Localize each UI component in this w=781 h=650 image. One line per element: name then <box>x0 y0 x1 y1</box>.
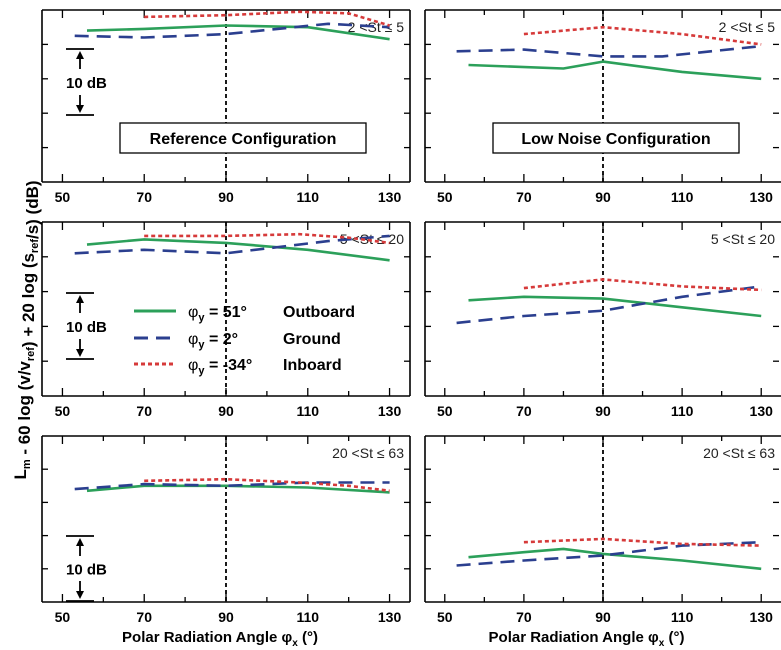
x-tick-label: 90 <box>595 403 611 419</box>
arrow-down-icon <box>76 349 84 357</box>
x-tick-label: 110 <box>296 609 319 625</box>
arrow-up-icon <box>76 51 84 59</box>
series-line-outboard <box>86 24 390 41</box>
x-tick-label: 130 <box>378 189 402 205</box>
legend: φy = 51° Outboard φy = 2° Ground φy = -34° In… <box>134 304 355 377</box>
x-tick-label: 110 <box>671 403 694 419</box>
arrow-up-icon <box>76 295 84 303</box>
panel-2-2: 50 70 90 110 130 5 <St ≤ 20 <box>424 221 781 419</box>
x-tick-label: 50 <box>55 609 71 625</box>
series-line-outboard <box>468 295 762 318</box>
x-tick-label: 70 <box>516 403 532 419</box>
x-tick-label: 90 <box>595 609 611 625</box>
legend-name: Outboard <box>283 304 355 321</box>
y-axis-label: Lm - 60 log (v/vref) + 20 log (sref/s) (… <box>11 180 42 479</box>
legend-label: φy = 2° <box>188 331 238 351</box>
x-tick-label: 110 <box>296 403 319 419</box>
series-line-outboard <box>468 60 762 81</box>
low-noise-configuration-label: Low Noise Configuration <box>492 122 740 154</box>
x-tick-label: 90 <box>218 609 234 625</box>
legend-name: Ground <box>283 331 341 348</box>
scale-bar: 10 dB <box>66 292 107 360</box>
x-tick-label: 90 <box>218 403 234 419</box>
series-line-ground <box>456 285 762 325</box>
st-range-label: 5 <St ≤ 20 <box>711 231 775 247</box>
st-range-label: 2 <St ≤ 5 <box>348 19 405 35</box>
series-line-ground <box>74 481 390 491</box>
scale-bar-label: 10 dB <box>66 319 107 336</box>
scale-bar: 10 dB <box>66 535 107 602</box>
label-box <box>119 122 367 154</box>
series-line-outboard <box>86 484 390 494</box>
x-tick-label: 110 <box>296 189 319 205</box>
series-line-inboard <box>144 232 390 245</box>
x-tick-label: 50 <box>55 403 71 419</box>
scale-bar: 10 dB <box>66 48 107 116</box>
x-tick-label: 90 <box>218 189 234 205</box>
series-line-ground <box>74 22 390 39</box>
panel-1-2: 50 70 90 110 130 2 <St ≤ 5 <box>424 9 781 205</box>
series-line-ground <box>74 234 390 255</box>
series-line-ground <box>456 44 762 58</box>
series-line-inboard <box>523 537 762 547</box>
reference-configuration-label: Reference Configuration <box>119 122 367 154</box>
x-tick-label: 110 <box>671 189 694 205</box>
series-line-outboard <box>468 547 762 571</box>
x-tick-label: 70 <box>136 189 152 205</box>
x-tick-label: 50 <box>437 609 453 625</box>
x-tick-label: 130 <box>750 609 774 625</box>
label-box <box>492 122 740 154</box>
x-tick-label: 50 <box>55 189 71 205</box>
x-axis-label: Polar Radiation Angle φx (°) <box>122 629 318 649</box>
label-text: Low Noise Configuration <box>521 131 710 148</box>
scale-bar-label: 10 dB <box>66 75 107 92</box>
panel-1-1: 50 70 90 110 130 2 <St ≤ 5 <box>41 9 411 205</box>
arrow-down-icon <box>76 591 84 599</box>
x-tick-label: 130 <box>378 609 402 625</box>
series-line-outboard <box>86 238 390 262</box>
x-tick-label: 110 <box>671 609 694 625</box>
scale-bar-label: 10 dB <box>66 562 107 579</box>
x-tick-label: 130 <box>378 403 402 419</box>
legend-name: Inboard <box>283 357 342 374</box>
arrow-down-icon <box>76 105 84 113</box>
x-tick-label: 70 <box>136 609 152 625</box>
x-tick-label: 90 <box>595 189 611 205</box>
series-line-inboard <box>144 477 390 493</box>
series-line-inboard <box>523 278 762 292</box>
series-line-inboard <box>144 10 390 27</box>
x-tick-label: 50 <box>437 403 453 419</box>
st-range-label: 20 <St ≤ 63 <box>332 445 404 461</box>
x-tick-label: 70 <box>136 403 152 419</box>
st-range-label: 20 <St ≤ 63 <box>703 445 775 461</box>
arrow-up-icon <box>76 538 84 546</box>
panel-3-1: 50 70 90 110 130 20 <St ≤ 63 <box>41 435 411 625</box>
x-axis-label: Polar Radiation Angle φx (°) <box>489 629 685 649</box>
legend-label: φy = -34° <box>188 357 252 377</box>
x-tick-label: 130 <box>750 189 774 205</box>
series-line-inboard <box>523 25 762 46</box>
x-tick-label: 50 <box>437 189 453 205</box>
x-tick-label: 70 <box>516 609 532 625</box>
st-range-label: 2 <St ≤ 5 <box>719 19 776 35</box>
x-tick-label: 130 <box>750 403 774 419</box>
legend-label: φy = 51° <box>188 304 247 324</box>
x-tick-label: 70 <box>516 189 532 205</box>
panel-3-2: 50 70 90 110 130 20 <St ≤ 63 <box>424 435 781 625</box>
label-text: Reference Configuration <box>150 131 337 148</box>
